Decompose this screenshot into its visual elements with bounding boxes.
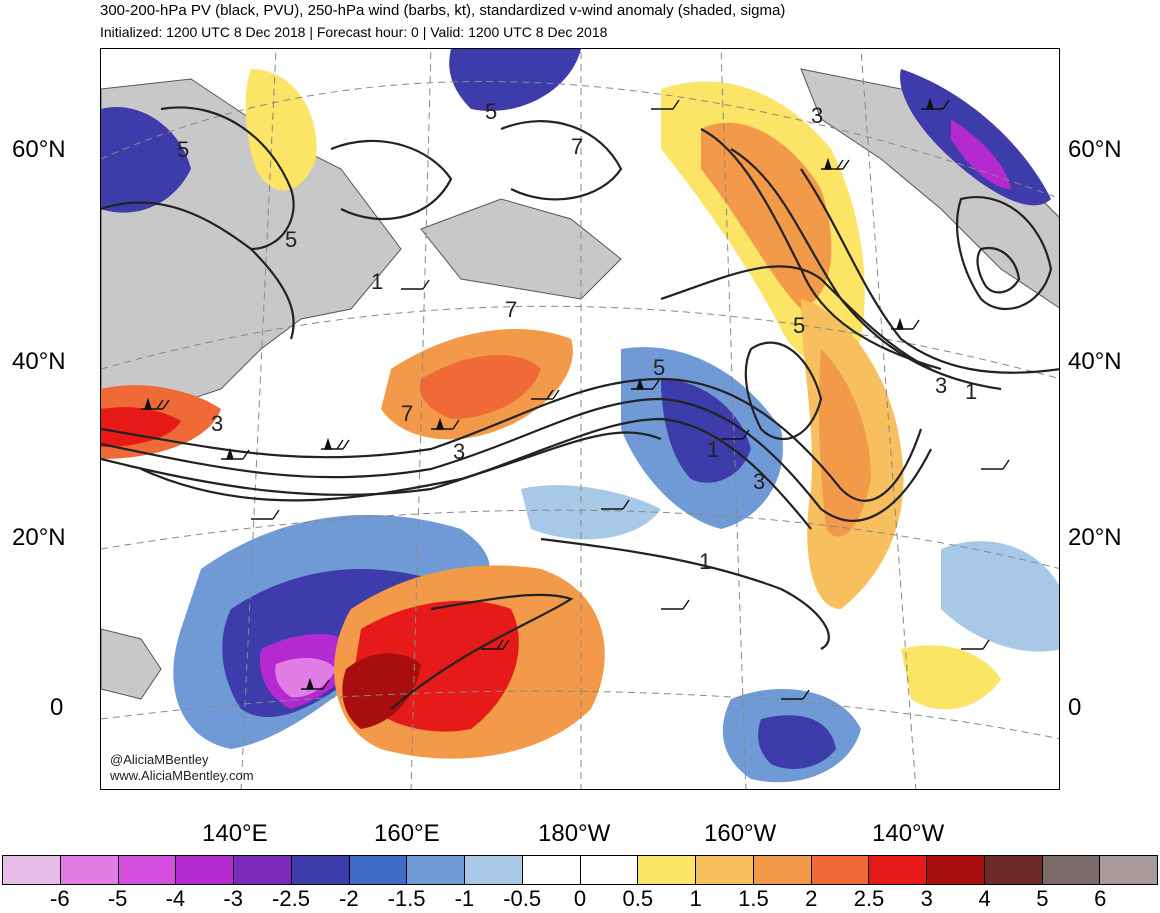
pv-label: 1	[965, 379, 977, 404]
colorbar-tick-label: -2.5	[272, 886, 310, 911]
colorbar-tick-label: 1.5	[738, 886, 769, 911]
pv-label: 1	[707, 437, 719, 462]
pv-label: 5	[177, 137, 189, 162]
lon-label: 140°W	[872, 820, 945, 847]
colorbar-tick-label: -0.5	[503, 886, 542, 911]
colorbar-tick-label: -3	[223, 886, 243, 911]
colorbar-swatch	[234, 856, 292, 884]
pv-label: 1	[371, 269, 383, 294]
colorbar-tick-label: 2	[805, 886, 818, 911]
colorbar-tick-label: -4	[165, 886, 186, 911]
lat-label-right: 0	[1068, 694, 1082, 721]
lat-label-right: 20°N	[1068, 524, 1122, 551]
lon-label: 160°W	[704, 820, 777, 847]
colorbar-tick-label: 0.5	[622, 886, 654, 911]
colorbar-swatch	[465, 856, 523, 884]
colorbar-swatch	[984, 856, 1043, 884]
pv-label: 1	[699, 549, 711, 574]
colorbar-swatch	[1100, 856, 1157, 884]
wind-barbs	[141, 97, 1010, 700]
pv-label: 3	[811, 103, 823, 128]
colorbar-swatch	[811, 856, 870, 884]
pv-label: 3	[453, 439, 465, 464]
colorbar-swatch	[176, 856, 234, 884]
colorbar-swatch	[927, 856, 985, 884]
pv-contours	[101, 106, 1059, 710]
colorbar-tick-label: 3	[920, 886, 933, 911]
colorbar-tick-label: 5	[1036, 886, 1049, 911]
colorbar-tick-label: -2	[339, 886, 359, 911]
lon-label: 140°E	[202, 820, 268, 847]
colorbar-tick-label: -6	[50, 886, 70, 911]
colorbar-swatch	[580, 856, 639, 884]
colorbar-swatch	[753, 856, 812, 884]
colorbar-swatch	[3, 856, 61, 884]
pv-label: 7	[505, 297, 517, 322]
pv-label: 7	[571, 134, 583, 159]
lat-label-left: 0	[50, 694, 64, 721]
colorbar-swatch	[869, 856, 927, 884]
pv-label: 3	[211, 411, 223, 436]
pv-label: 7	[401, 401, 413, 426]
colorbar-swatch	[60, 856, 119, 884]
map-panel: 5 5 5 3 1 7 7 7 3 5 1 3 5 3 1 1 3	[100, 48, 1060, 790]
colorbar-swatch	[696, 856, 754, 884]
colorbar-swatch	[522, 856, 581, 884]
colorbar-tick-label: 6	[1094, 886, 1107, 911]
pv-label: 5	[793, 313, 805, 338]
pv-labels: 5 5 5 3 1 7 7 7 3 5 1 3 5 3 1 1 3	[177, 99, 977, 574]
colorbar-swatch	[349, 856, 408, 884]
chart-title: 300-200-hPa PV (black, PVU), 250-hPa win…	[100, 2, 786, 19]
pv-label: 5	[285, 227, 297, 252]
colorbar-swatch	[118, 856, 177, 884]
colorbar-tick-label: 4	[978, 886, 991, 911]
pv-label: 3	[753, 469, 765, 494]
credit-website: www.AliciaMBentley.com	[110, 768, 254, 783]
chart-subtitle: Initialized: 1200 UTC 8 Dec 2018 | Forec…	[100, 24, 608, 40]
colorbar-tick-label: -5	[107, 886, 128, 911]
pv-label: 5	[653, 355, 665, 380]
colorbar-tick-label: 2.5	[853, 886, 885, 911]
colorbar-swatch	[407, 856, 465, 884]
pv-label: 3	[935, 373, 947, 398]
colorbar-swatch	[638, 856, 696, 884]
graticule	[101, 49, 1059, 789]
colorbar	[2, 855, 1158, 885]
lon-label: 180°W	[538, 820, 611, 847]
lon-label: 160°E	[374, 820, 440, 847]
lat-label-right: 40°N	[1068, 348, 1122, 375]
map-graphic: 5 5 5 3 1 7 7 7 3 5 1 3 5 3 1 1 3	[101, 49, 1059, 789]
colorbar-swatch	[1042, 856, 1101, 884]
lat-label-left: 40°N	[12, 348, 66, 375]
colorbar-tick-label: 0	[573, 886, 587, 911]
colorbar-tick-label: 1	[689, 886, 702, 911]
colorbar-tick-label: -1.5	[387, 886, 426, 911]
colorbar-swatch	[291, 856, 350, 884]
lat-label-left: 60°N	[12, 136, 66, 163]
lat-label-right: 60°N	[1068, 136, 1122, 163]
credit-handle: @AliciaMBentley	[110, 752, 209, 767]
lat-label-left: 20°N	[12, 524, 66, 551]
pv-label: 5	[485, 99, 497, 124]
colorbar-tick-label: -1	[454, 886, 475, 911]
